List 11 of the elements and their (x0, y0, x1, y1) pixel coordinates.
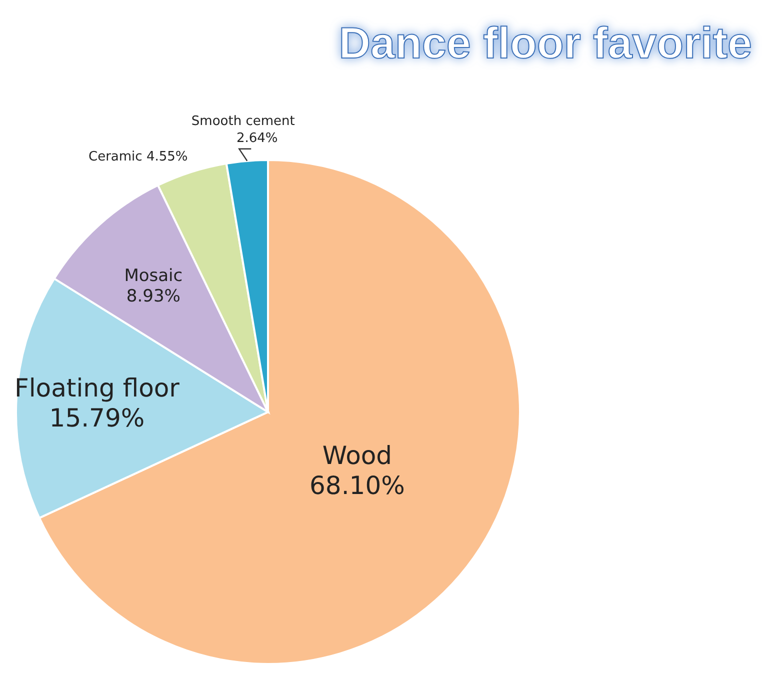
data-label: 15.79% (49, 403, 145, 432)
slice-label: Wood (322, 440, 392, 470)
data-label: 2.64% (236, 130, 278, 146)
data-label: 68.10% (310, 470, 405, 500)
slice-label: Floating floor (14, 373, 180, 402)
slice-label: Ceramic (88, 149, 142, 164)
chart-title: Dance floor favorite (338, 19, 752, 68)
slice-label: Smooth cement (191, 114, 295, 129)
data-label: 8.93% (126, 286, 180, 307)
slice-label: Mosaic (124, 266, 183, 286)
data-label: 4.55% (146, 149, 188, 164)
